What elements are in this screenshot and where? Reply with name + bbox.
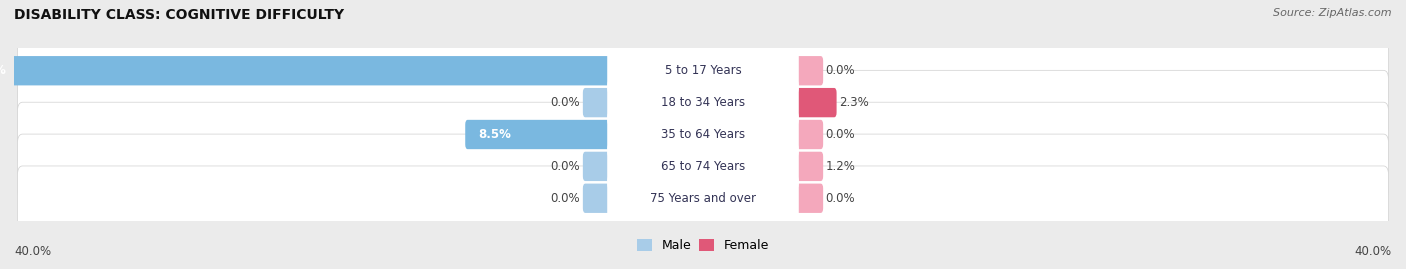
Text: 0.0%: 0.0% xyxy=(551,160,581,173)
FancyBboxPatch shape xyxy=(607,79,799,126)
Text: 75 Years and over: 75 Years and over xyxy=(650,192,756,205)
FancyBboxPatch shape xyxy=(17,102,1389,167)
Text: 0.0%: 0.0% xyxy=(551,96,581,109)
FancyBboxPatch shape xyxy=(583,88,613,117)
Text: 0.0%: 0.0% xyxy=(825,64,855,77)
Text: Source: ZipAtlas.com: Source: ZipAtlas.com xyxy=(1274,8,1392,18)
FancyBboxPatch shape xyxy=(583,152,613,181)
FancyBboxPatch shape xyxy=(17,70,1389,135)
FancyBboxPatch shape xyxy=(607,143,799,190)
FancyBboxPatch shape xyxy=(17,166,1389,231)
Legend: Male, Female: Male, Female xyxy=(637,239,769,252)
FancyBboxPatch shape xyxy=(607,48,799,94)
Text: 40.0%: 40.0% xyxy=(14,245,51,258)
Text: 2.3%: 2.3% xyxy=(839,96,869,109)
FancyBboxPatch shape xyxy=(465,120,613,149)
FancyBboxPatch shape xyxy=(793,120,823,149)
FancyBboxPatch shape xyxy=(17,134,1389,199)
FancyBboxPatch shape xyxy=(17,38,1389,103)
Text: 18 to 34 Years: 18 to 34 Years xyxy=(661,96,745,109)
Text: 0.0%: 0.0% xyxy=(825,192,855,205)
Text: 5 to 17 Years: 5 to 17 Years xyxy=(665,64,741,77)
Text: 35 to 64 Years: 35 to 64 Years xyxy=(661,128,745,141)
Text: DISABILITY CLASS: COGNITIVE DIFFICULTY: DISABILITY CLASS: COGNITIVE DIFFICULTY xyxy=(14,8,344,22)
Text: 39.0%: 39.0% xyxy=(0,64,6,77)
FancyBboxPatch shape xyxy=(793,152,823,181)
FancyBboxPatch shape xyxy=(607,111,799,158)
Text: 1.2%: 1.2% xyxy=(825,160,855,173)
Text: 0.0%: 0.0% xyxy=(551,192,581,205)
FancyBboxPatch shape xyxy=(793,56,823,85)
Text: 40.0%: 40.0% xyxy=(1355,245,1392,258)
FancyBboxPatch shape xyxy=(793,184,823,213)
FancyBboxPatch shape xyxy=(583,184,613,213)
FancyBboxPatch shape xyxy=(607,175,799,221)
Text: 65 to 74 Years: 65 to 74 Years xyxy=(661,160,745,173)
FancyBboxPatch shape xyxy=(0,56,613,85)
FancyBboxPatch shape xyxy=(793,88,837,117)
Text: 8.5%: 8.5% xyxy=(478,128,510,141)
Text: 0.0%: 0.0% xyxy=(825,128,855,141)
